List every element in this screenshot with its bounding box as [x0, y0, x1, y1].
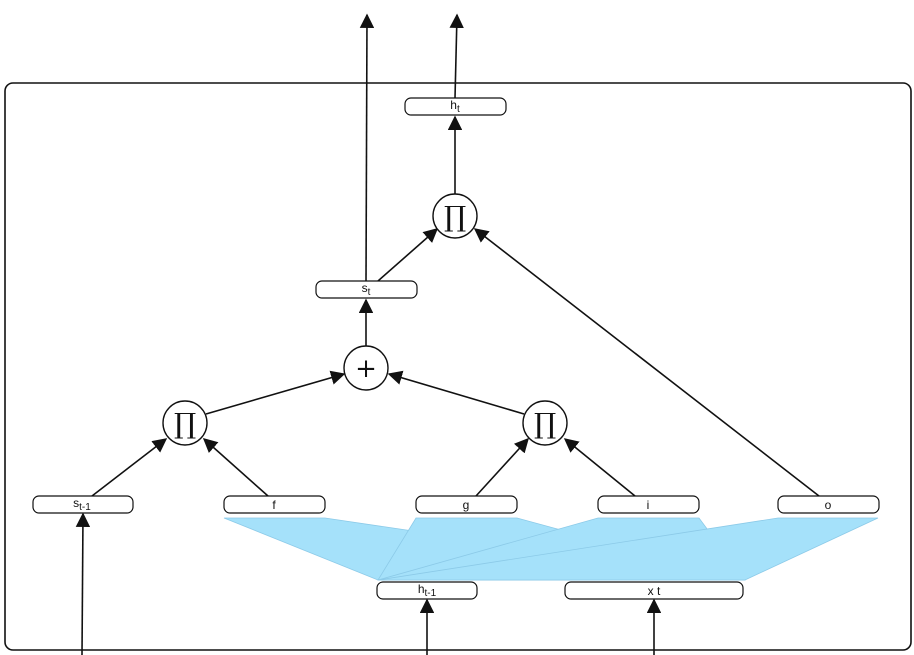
arrow-ht-out: [449, 13, 464, 99]
arrow-sprev-in: [75, 512, 91, 655]
arrow-sprev-fprod: [91, 438, 168, 497]
svg-text:ht: ht: [450, 98, 460, 115]
arrow-fprod-sum: [205, 370, 346, 415]
arrow-f-fprod: [202, 438, 269, 497]
arrow-st-prod: [377, 228, 439, 282]
svg-text:st-1: st-1: [73, 496, 91, 513]
projection-o: [377, 517, 879, 581]
arrow-o-prod: [473, 228, 820, 497]
node-h-prev: ht-1: [376, 581, 478, 600]
product-symbol: ∏: [534, 407, 556, 440]
node-i: i: [597, 495, 700, 514]
arrow-g-iprod: [475, 437, 529, 497]
svg-text:f: f: [272, 498, 276, 512]
svg-text:g: g: [463, 498, 470, 512]
node-f: f: [223, 495, 326, 514]
sum-symbol: +: [355, 354, 377, 384]
arrow-i-iprod: [563, 438, 636, 497]
node-o: o: [777, 495, 880, 514]
svg-text:x t: x t: [648, 584, 661, 598]
product-symbol: ∏: [444, 200, 466, 233]
node-h-t: ht: [404, 97, 507, 116]
operator-product-forget: ∏: [162, 400, 208, 446]
arrow-st-out: [359, 13, 375, 284]
svg-text:i: i: [647, 498, 650, 512]
connections: [75, 13, 820, 655]
arrow-iprod-sum: [387, 370, 525, 415]
node-s-prev: st-1: [32, 495, 134, 514]
node-g: g: [415, 495, 518, 514]
node-x-t: x t: [564, 581, 744, 600]
svg-text:o: o: [825, 498, 832, 512]
svg-text:ht-1: ht-1: [418, 582, 437, 599]
gate-projections: [223, 517, 879, 581]
cell-boundary: [4, 82, 912, 651]
operator-product-output: ∏: [432, 193, 478, 239]
node-s-t: st: [315, 280, 418, 299]
operator-product-input: ∏: [522, 400, 568, 446]
product-symbol: ∏: [174, 407, 196, 440]
operator-sum: +: [343, 345, 389, 391]
svg-text:st: st: [362, 281, 371, 298]
